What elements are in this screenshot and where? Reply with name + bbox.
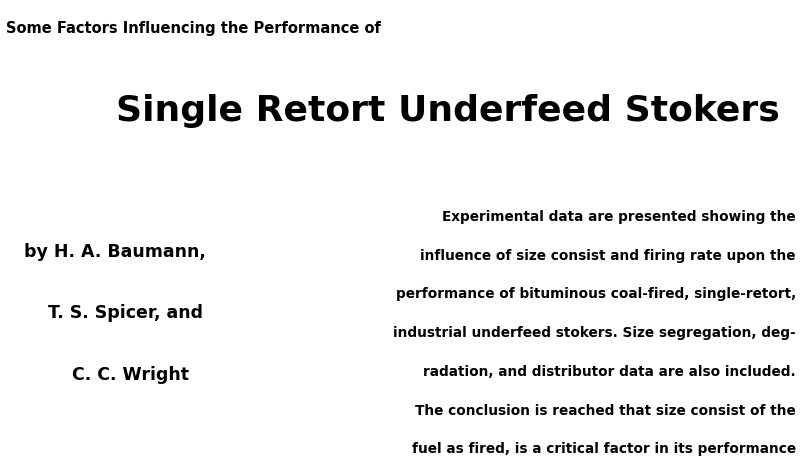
Text: performance of bituminous coal-fired, single-retort,: performance of bituminous coal-fired, si…: [396, 287, 796, 302]
Text: Experimental data are presented showing the: Experimental data are presented showing …: [442, 210, 796, 224]
Text: by H. A. Baumann,: by H. A. Baumann,: [24, 243, 206, 261]
Text: Single Retort Underfeed Stokers: Single Retort Underfeed Stokers: [116, 94, 780, 128]
Text: radation, and distributor data are also included.: radation, and distributor data are also …: [423, 365, 796, 379]
Text: influence of size consist and firing rate upon the: influence of size consist and firing rat…: [421, 249, 796, 263]
Text: C. C. Wright: C. C. Wright: [72, 366, 189, 384]
Text: T. S. Spicer, and: T. S. Spicer, and: [48, 304, 203, 322]
Text: The conclusion is reached that size consist of the: The conclusion is reached that size cons…: [415, 404, 796, 418]
Text: fuel as fired, is a critical factor in its performance: fuel as fired, is a critical factor in i…: [412, 442, 796, 456]
Text: Some Factors Influencing the Performance of: Some Factors Influencing the Performance…: [6, 21, 382, 36]
Text: industrial underfeed stokers. Size segregation, deg-: industrial underfeed stokers. Size segre…: [394, 326, 796, 340]
